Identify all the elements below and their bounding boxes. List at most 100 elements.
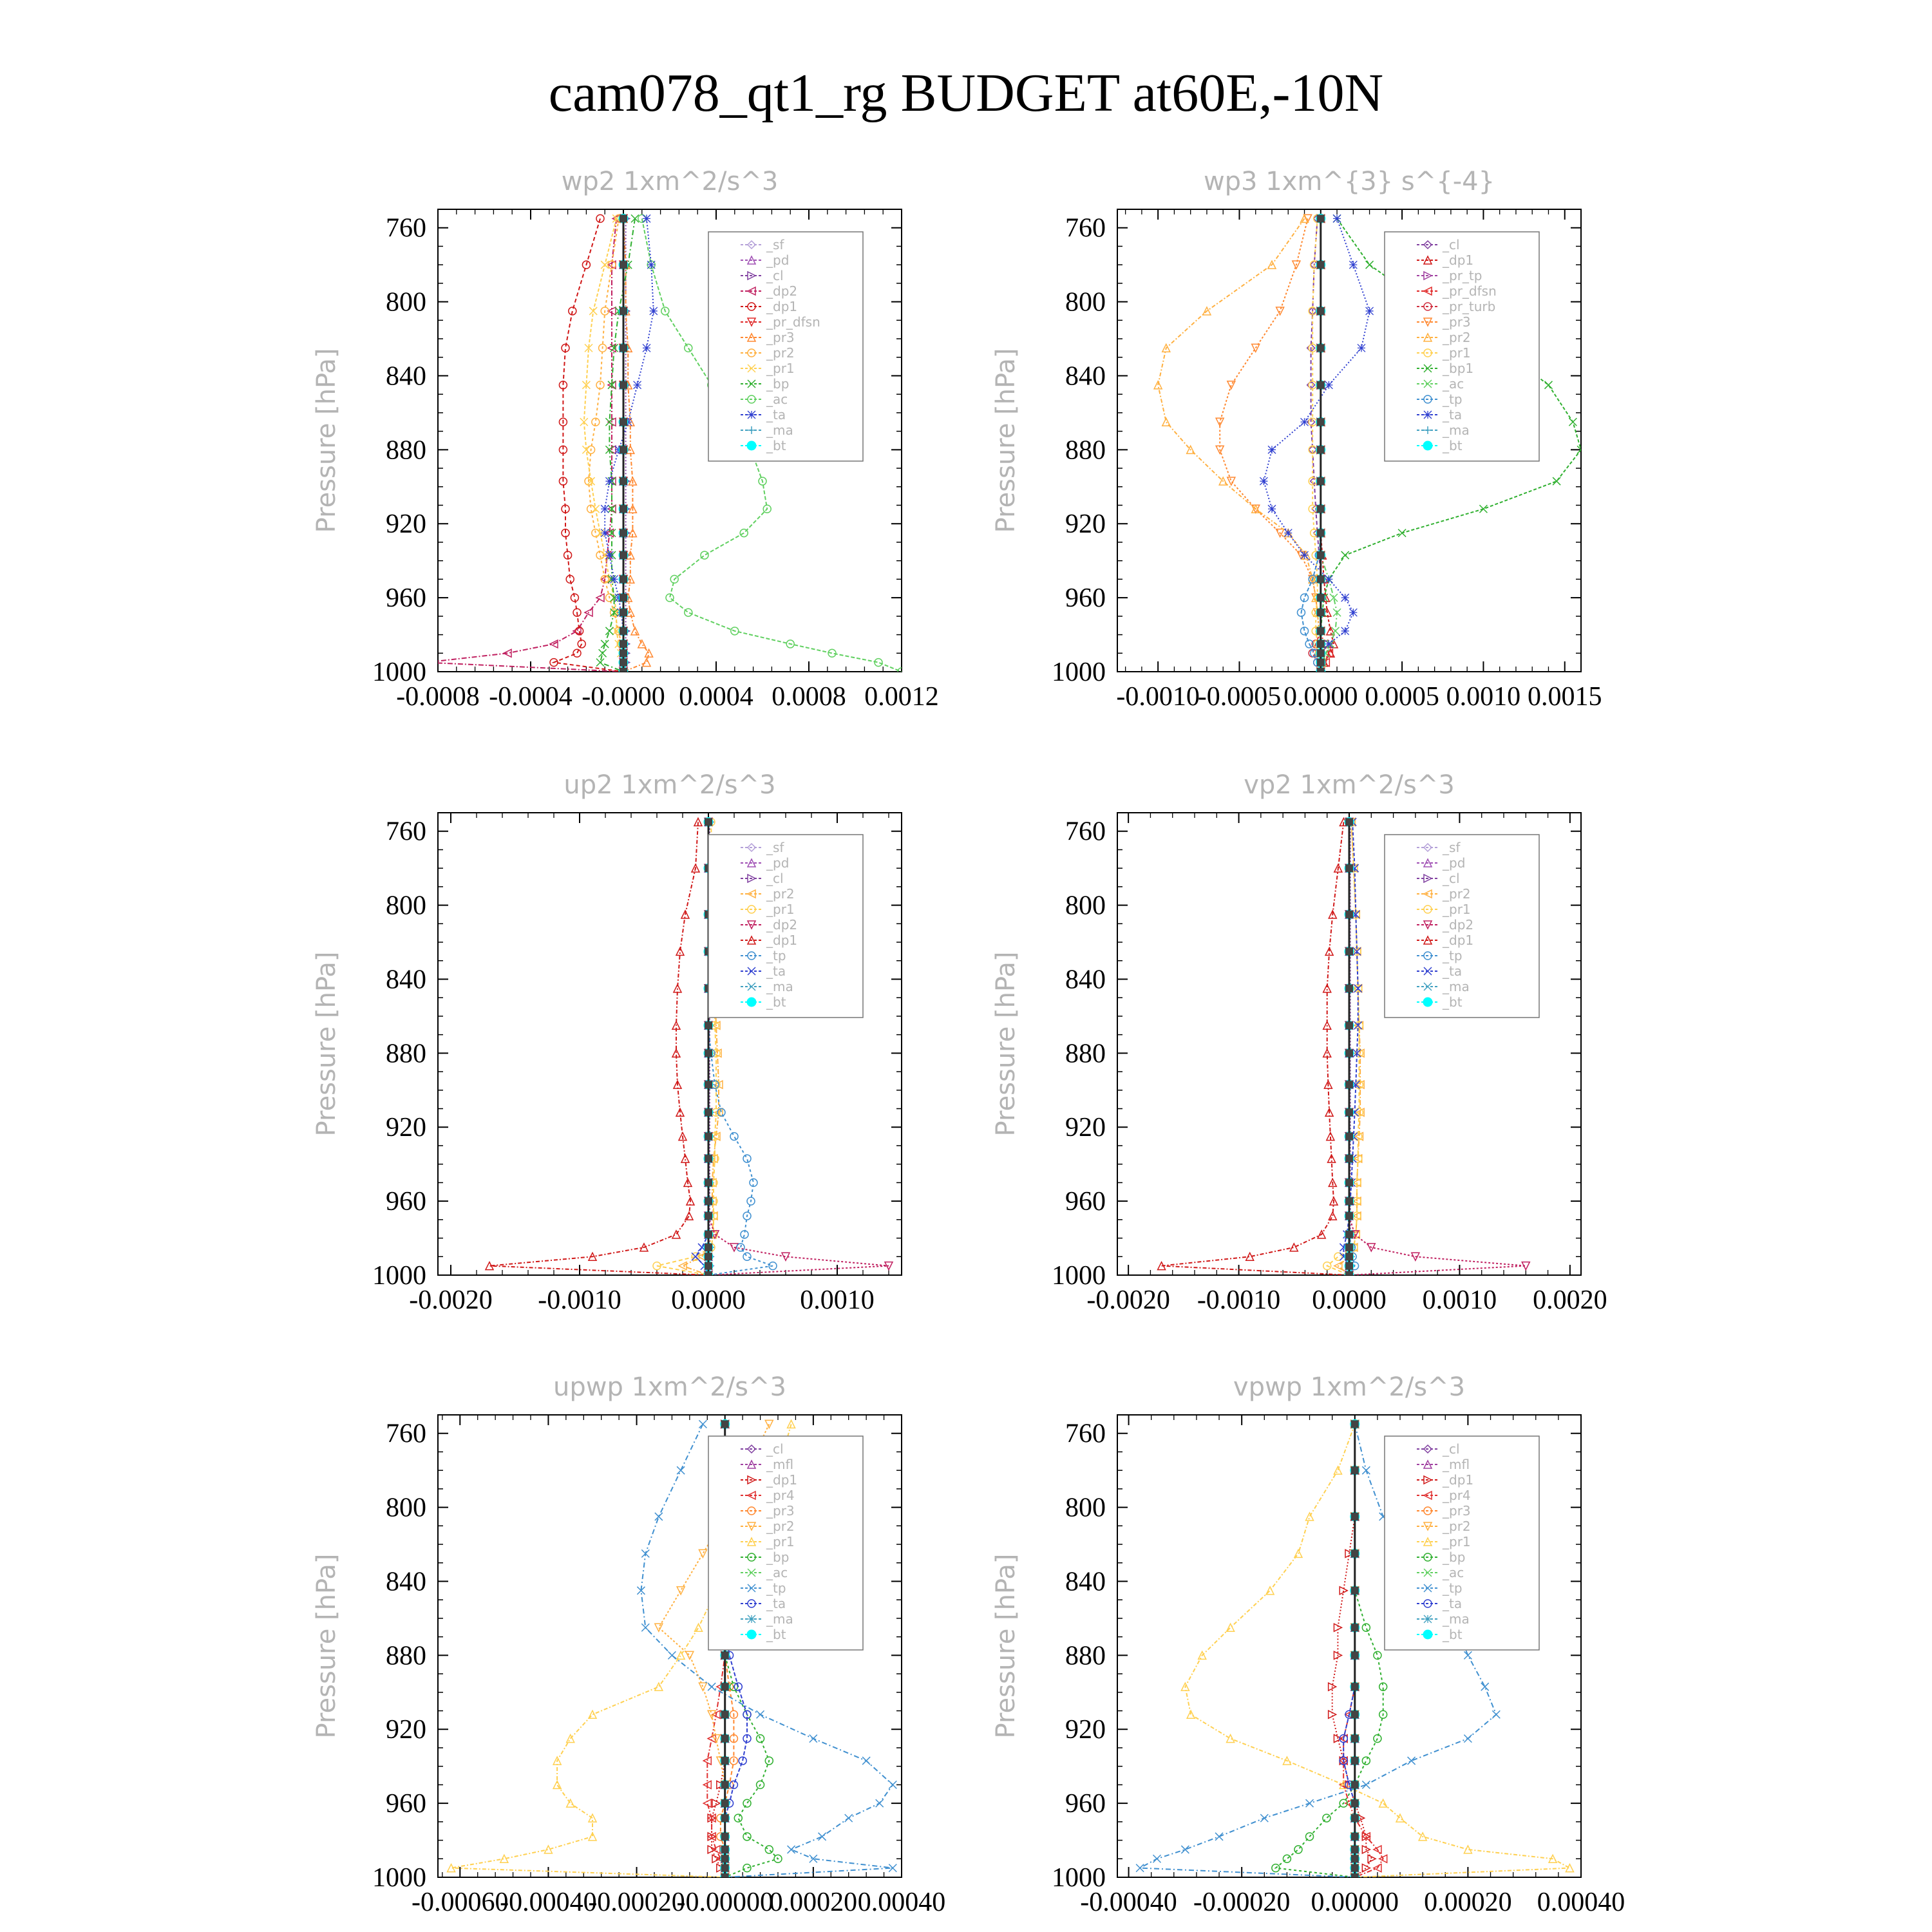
data-point xyxy=(1332,608,1341,617)
data-point xyxy=(717,1108,726,1117)
data-point xyxy=(1316,446,1325,454)
data-point xyxy=(705,1271,712,1275)
y-tick-label: 920 xyxy=(386,509,426,539)
plot-frame xyxy=(1117,209,1582,672)
data-point xyxy=(1322,983,1332,993)
data-point xyxy=(1378,1854,1388,1864)
data-point xyxy=(598,343,607,353)
legend-marker xyxy=(747,873,757,884)
data-point xyxy=(1350,1832,1359,1841)
data-point xyxy=(1226,1733,1235,1743)
panel-title: up2 1xm^2/s^3 xyxy=(564,770,775,800)
data-point xyxy=(1373,1734,1382,1743)
data-point xyxy=(1345,1049,1353,1057)
data-point xyxy=(729,1710,739,1719)
data-point xyxy=(706,1813,716,1823)
y-tick-label: 1000 xyxy=(372,658,426,687)
data-point xyxy=(1271,1863,1280,1873)
data-point xyxy=(605,627,614,636)
data-point xyxy=(721,1873,729,1877)
data-point xyxy=(1395,1813,1405,1823)
data-point xyxy=(502,649,512,658)
data-point xyxy=(1305,1511,1314,1521)
data-point xyxy=(600,504,609,513)
data-point xyxy=(1316,307,1325,315)
data-point xyxy=(587,1832,598,1841)
data-point xyxy=(721,1832,729,1841)
legend-label: _cl xyxy=(766,871,784,886)
data-point xyxy=(738,1756,747,1765)
data-point xyxy=(743,1734,752,1743)
legend-label: _pr2 xyxy=(1442,1519,1471,1534)
data-point xyxy=(1152,1854,1161,1863)
data-point xyxy=(642,343,651,352)
y-tick-label: 800 xyxy=(386,1493,426,1523)
data-point xyxy=(743,1211,752,1220)
y-tick-label: 840 xyxy=(1065,965,1106,994)
legend-marker xyxy=(1423,1629,1433,1640)
legend-marker xyxy=(1423,302,1432,311)
legend-marker xyxy=(746,842,757,853)
legend-label: _ma xyxy=(766,979,793,994)
data-point xyxy=(700,551,709,560)
series-line-dp1 xyxy=(1161,822,1350,1275)
data-point xyxy=(1333,1261,1343,1271)
data-point xyxy=(558,477,568,486)
legend-label: _pd xyxy=(1442,855,1465,871)
data-point xyxy=(684,343,693,353)
data-point xyxy=(620,649,627,658)
x-tick-label: 0.00040 xyxy=(858,1888,946,1917)
data-point xyxy=(749,1178,758,1188)
x-tick-label: 0.00020 xyxy=(1424,1888,1512,1917)
data-point xyxy=(1463,1734,1472,1743)
legend-marker xyxy=(747,951,756,960)
y-tick-label: 840 xyxy=(1065,361,1106,391)
data-point xyxy=(706,1832,716,1842)
data-point xyxy=(746,1197,755,1206)
y-axis-label: Pressure [hPa] xyxy=(312,348,341,533)
data-point xyxy=(636,1586,645,1595)
data-point xyxy=(1354,1021,1363,1030)
legend-marker xyxy=(746,997,757,1007)
data-point xyxy=(721,1420,729,1428)
y-tick-label: 960 xyxy=(386,583,426,613)
data-point xyxy=(1345,864,1353,873)
data-point xyxy=(600,307,609,316)
data-point xyxy=(596,381,605,390)
legend-marker xyxy=(747,302,756,311)
data-point xyxy=(1320,658,1331,667)
data-point xyxy=(1333,863,1343,873)
legend-marker xyxy=(1423,1459,1433,1469)
data-point xyxy=(721,1710,729,1719)
x-tick-label: -0.0004 xyxy=(489,682,573,712)
legend-box xyxy=(1384,231,1540,462)
data-point xyxy=(1333,1623,1343,1633)
data-point xyxy=(1345,1253,1353,1261)
data-point xyxy=(1294,1845,1303,1854)
legend-label: _tp xyxy=(1442,1580,1463,1596)
data-point xyxy=(730,627,739,636)
data-point xyxy=(705,1179,712,1187)
y-axis-label: Pressure [hPa] xyxy=(991,1554,1021,1739)
legend-label: _bp xyxy=(766,1549,789,1565)
panel-title: upwp 1xm^2/s^3 xyxy=(553,1372,786,1402)
legend-label: _pr2 xyxy=(1442,330,1471,345)
legend-marker xyxy=(747,905,756,914)
legend-marker xyxy=(1423,270,1433,281)
data-point xyxy=(582,260,591,269)
data-point xyxy=(712,1048,722,1058)
data-point xyxy=(1349,608,1358,617)
data-point xyxy=(591,417,600,427)
series-line-dp1 xyxy=(551,218,624,672)
data-point xyxy=(1323,1079,1333,1089)
data-point xyxy=(625,607,636,617)
legend-marker xyxy=(1423,997,1433,1007)
y-tick-label: 1000 xyxy=(372,1863,426,1893)
series-group xyxy=(438,213,902,672)
series-group xyxy=(1157,817,1531,1275)
data-point xyxy=(707,1844,717,1855)
data-point xyxy=(1291,260,1302,270)
y-tick-label: 760 xyxy=(1065,214,1106,243)
panel-title: vp2 1xm^2/s^3 xyxy=(1244,770,1455,800)
data-point xyxy=(1324,946,1334,956)
